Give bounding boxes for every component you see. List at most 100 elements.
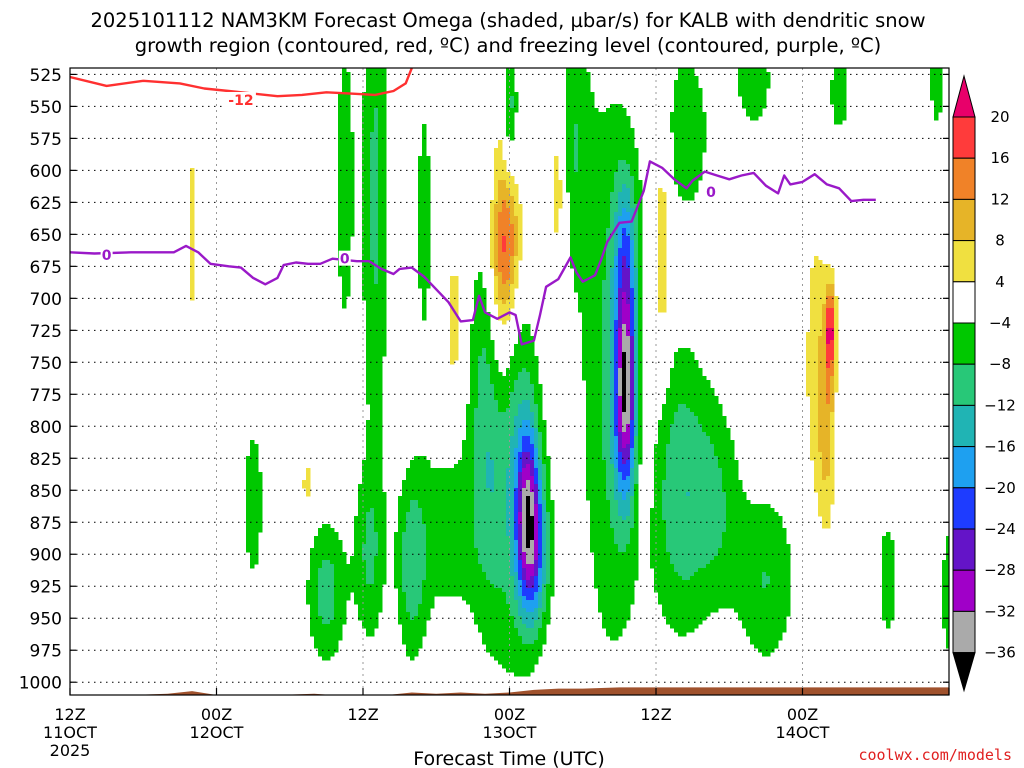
omega-cell (598, 480, 603, 485)
omega-cell (370, 252, 375, 257)
omega-cell (370, 596, 375, 601)
omega-cell (546, 584, 551, 589)
omega-cell (490, 472, 495, 477)
omega-cell (494, 496, 499, 501)
omega-cell (490, 456, 495, 461)
omega-cell (422, 512, 427, 517)
omega-cell (346, 280, 351, 285)
omega-cell (318, 600, 323, 605)
omega-cell (470, 368, 475, 373)
omega-cell (498, 584, 503, 589)
omega-cell (542, 448, 547, 453)
omega-cell (338, 548, 343, 553)
omega-cell (598, 212, 603, 217)
omega-cell (374, 612, 379, 617)
omega-cell (478, 620, 483, 625)
omega-cell (438, 540, 443, 545)
omega-cell (474, 564, 479, 569)
omega-cell (522, 648, 527, 653)
omega-cell (350, 212, 355, 217)
omega-cell (366, 352, 371, 357)
omega-cell (506, 268, 511, 273)
omega-cell (598, 360, 603, 365)
omega-cell (514, 212, 519, 217)
omega-cell (338, 180, 343, 185)
omega-cell (414, 596, 419, 601)
omega-cell (250, 472, 255, 477)
omega-cell (414, 556, 419, 561)
omega-cell (526, 352, 531, 357)
omega-cell (494, 464, 499, 469)
omega-cell (370, 480, 375, 485)
omega-cell (538, 640, 543, 645)
omega-cell (486, 516, 491, 521)
omega-cell (346, 148, 351, 153)
omega-cell (570, 108, 575, 113)
omega-cell (526, 420, 531, 425)
omega-cell (338, 216, 343, 221)
omega-cell (570, 212, 575, 217)
omega-cell (526, 392, 531, 397)
omega-cell (514, 244, 519, 249)
omega-cell (362, 288, 367, 293)
omega-cell (598, 140, 603, 145)
omega-cell (334, 620, 339, 625)
omega-cell (590, 336, 595, 341)
omega-cell (322, 572, 327, 577)
omega-cell (574, 132, 579, 137)
omega-cell (526, 576, 531, 581)
omega-cell (370, 192, 375, 197)
omega-cell (502, 448, 507, 453)
omega-cell (506, 216, 511, 221)
omega-cell (362, 508, 367, 513)
omega-cell (406, 616, 411, 621)
omega-cell (598, 596, 603, 601)
omega-cell (402, 580, 407, 585)
omega-cell (346, 228, 351, 233)
omega-cell (318, 560, 323, 565)
omega-cell (538, 584, 543, 589)
omega-cell (478, 364, 483, 369)
omega-cell (534, 588, 539, 593)
omega-cell (254, 532, 259, 537)
omega-cell (538, 384, 543, 389)
omega-cell (574, 140, 579, 145)
omega-cell (438, 484, 443, 489)
omega-cell (526, 404, 531, 409)
omega-cell (494, 556, 499, 561)
omega-cell (530, 480, 535, 485)
omega-cell (358, 548, 363, 553)
omega-cell (362, 160, 367, 165)
omega-cell (410, 484, 415, 489)
omega-cell (490, 252, 495, 257)
omega-cell (342, 592, 347, 597)
omega-cell (566, 156, 571, 161)
omega-cell (506, 500, 511, 505)
omega-cell (498, 496, 503, 501)
omega-cell (394, 584, 399, 589)
omega-cell (418, 476, 423, 481)
omega-cell (586, 224, 591, 229)
omega-cell (378, 140, 383, 145)
omega-cell (378, 400, 383, 405)
omega-cell (510, 636, 515, 641)
omega-cell (342, 572, 347, 577)
omega-cell (594, 356, 599, 361)
omega-cell (506, 632, 511, 637)
omega-cell (398, 528, 403, 533)
omega-cell (506, 548, 511, 553)
omega-cell (510, 192, 515, 197)
omega-cell (506, 624, 511, 629)
omega-cell (374, 384, 379, 389)
omega-cell (450, 352, 455, 357)
omega-cell (382, 548, 387, 553)
omega-cell (522, 532, 527, 537)
omega-cell (590, 92, 595, 97)
omega-cell (506, 448, 511, 453)
omega-cell (366, 76, 371, 81)
omega-cell (546, 564, 551, 569)
omega-cell (590, 440, 595, 445)
omega-cell (490, 476, 495, 481)
omega-cell (346, 124, 351, 129)
omega-cell (542, 512, 547, 517)
